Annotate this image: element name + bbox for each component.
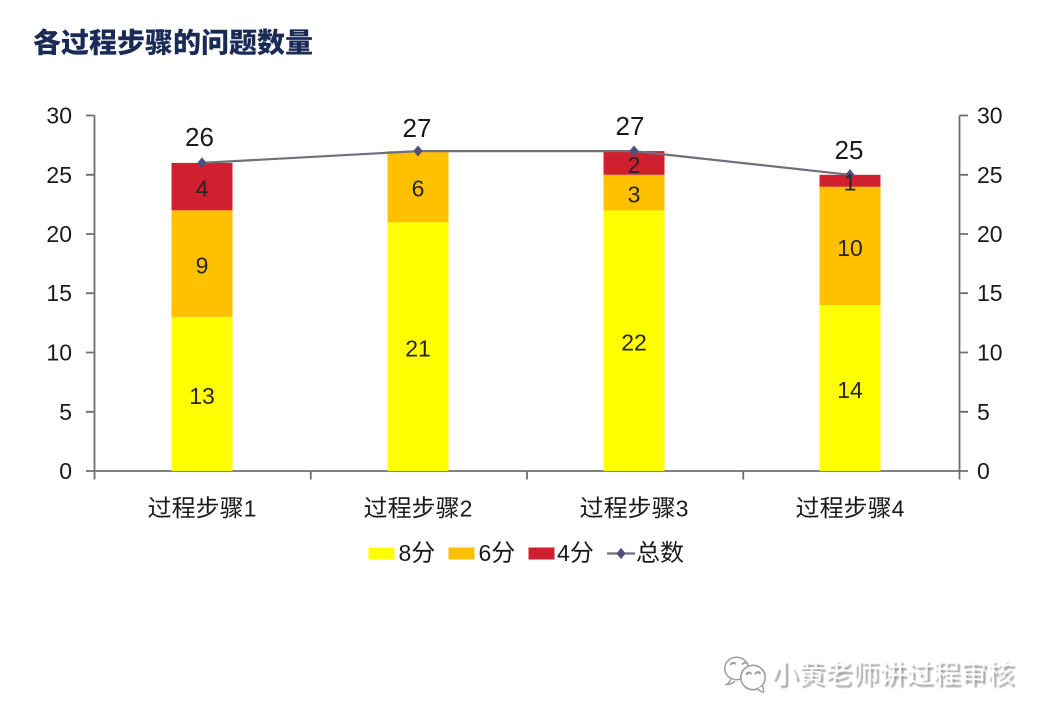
svg-text:3: 3 bbox=[628, 182, 641, 208]
svg-text:13: 13 bbox=[189, 383, 215, 409]
svg-text:15: 15 bbox=[977, 280, 1003, 306]
svg-text:2: 2 bbox=[460, 496, 473, 522]
svg-text:20: 20 bbox=[46, 221, 72, 247]
svg-text:25: 25 bbox=[835, 135, 864, 165]
svg-text:22: 22 bbox=[621, 330, 647, 356]
svg-text:4: 4 bbox=[892, 496, 905, 522]
svg-text:14: 14 bbox=[837, 377, 863, 403]
svg-text:4: 4 bbox=[557, 540, 570, 566]
svg-text:26: 26 bbox=[185, 122, 214, 152]
svg-text:5: 5 bbox=[59, 399, 72, 425]
svg-text:10: 10 bbox=[837, 235, 863, 261]
svg-text:25: 25 bbox=[46, 162, 72, 188]
svg-text:10: 10 bbox=[46, 340, 72, 366]
svg-text:5: 5 bbox=[977, 399, 990, 425]
svg-text:27: 27 bbox=[403, 113, 432, 143]
svg-text:10: 10 bbox=[977, 340, 1003, 366]
svg-text:9: 9 bbox=[196, 253, 209, 279]
svg-text:30: 30 bbox=[977, 103, 1003, 129]
svg-text:20: 20 bbox=[977, 221, 1003, 247]
svg-text:27: 27 bbox=[616, 111, 645, 141]
svg-text:0: 0 bbox=[977, 458, 990, 484]
svg-text:4: 4 bbox=[196, 176, 209, 202]
svg-text:6: 6 bbox=[412, 176, 425, 202]
svg-text:1: 1 bbox=[244, 496, 257, 522]
svg-text:15: 15 bbox=[46, 280, 72, 306]
svg-text:8: 8 bbox=[399, 540, 412, 566]
svg-text:0: 0 bbox=[59, 458, 72, 484]
svg-text:25: 25 bbox=[977, 162, 1003, 188]
svg-text:1: 1 bbox=[844, 170, 857, 196]
svg-text:21: 21 bbox=[405, 336, 431, 362]
svg-text:6: 6 bbox=[479, 540, 492, 566]
svg-text:30: 30 bbox=[46, 103, 72, 129]
svg-text:2: 2 bbox=[628, 152, 641, 178]
svg-text:3: 3 bbox=[676, 496, 689, 522]
